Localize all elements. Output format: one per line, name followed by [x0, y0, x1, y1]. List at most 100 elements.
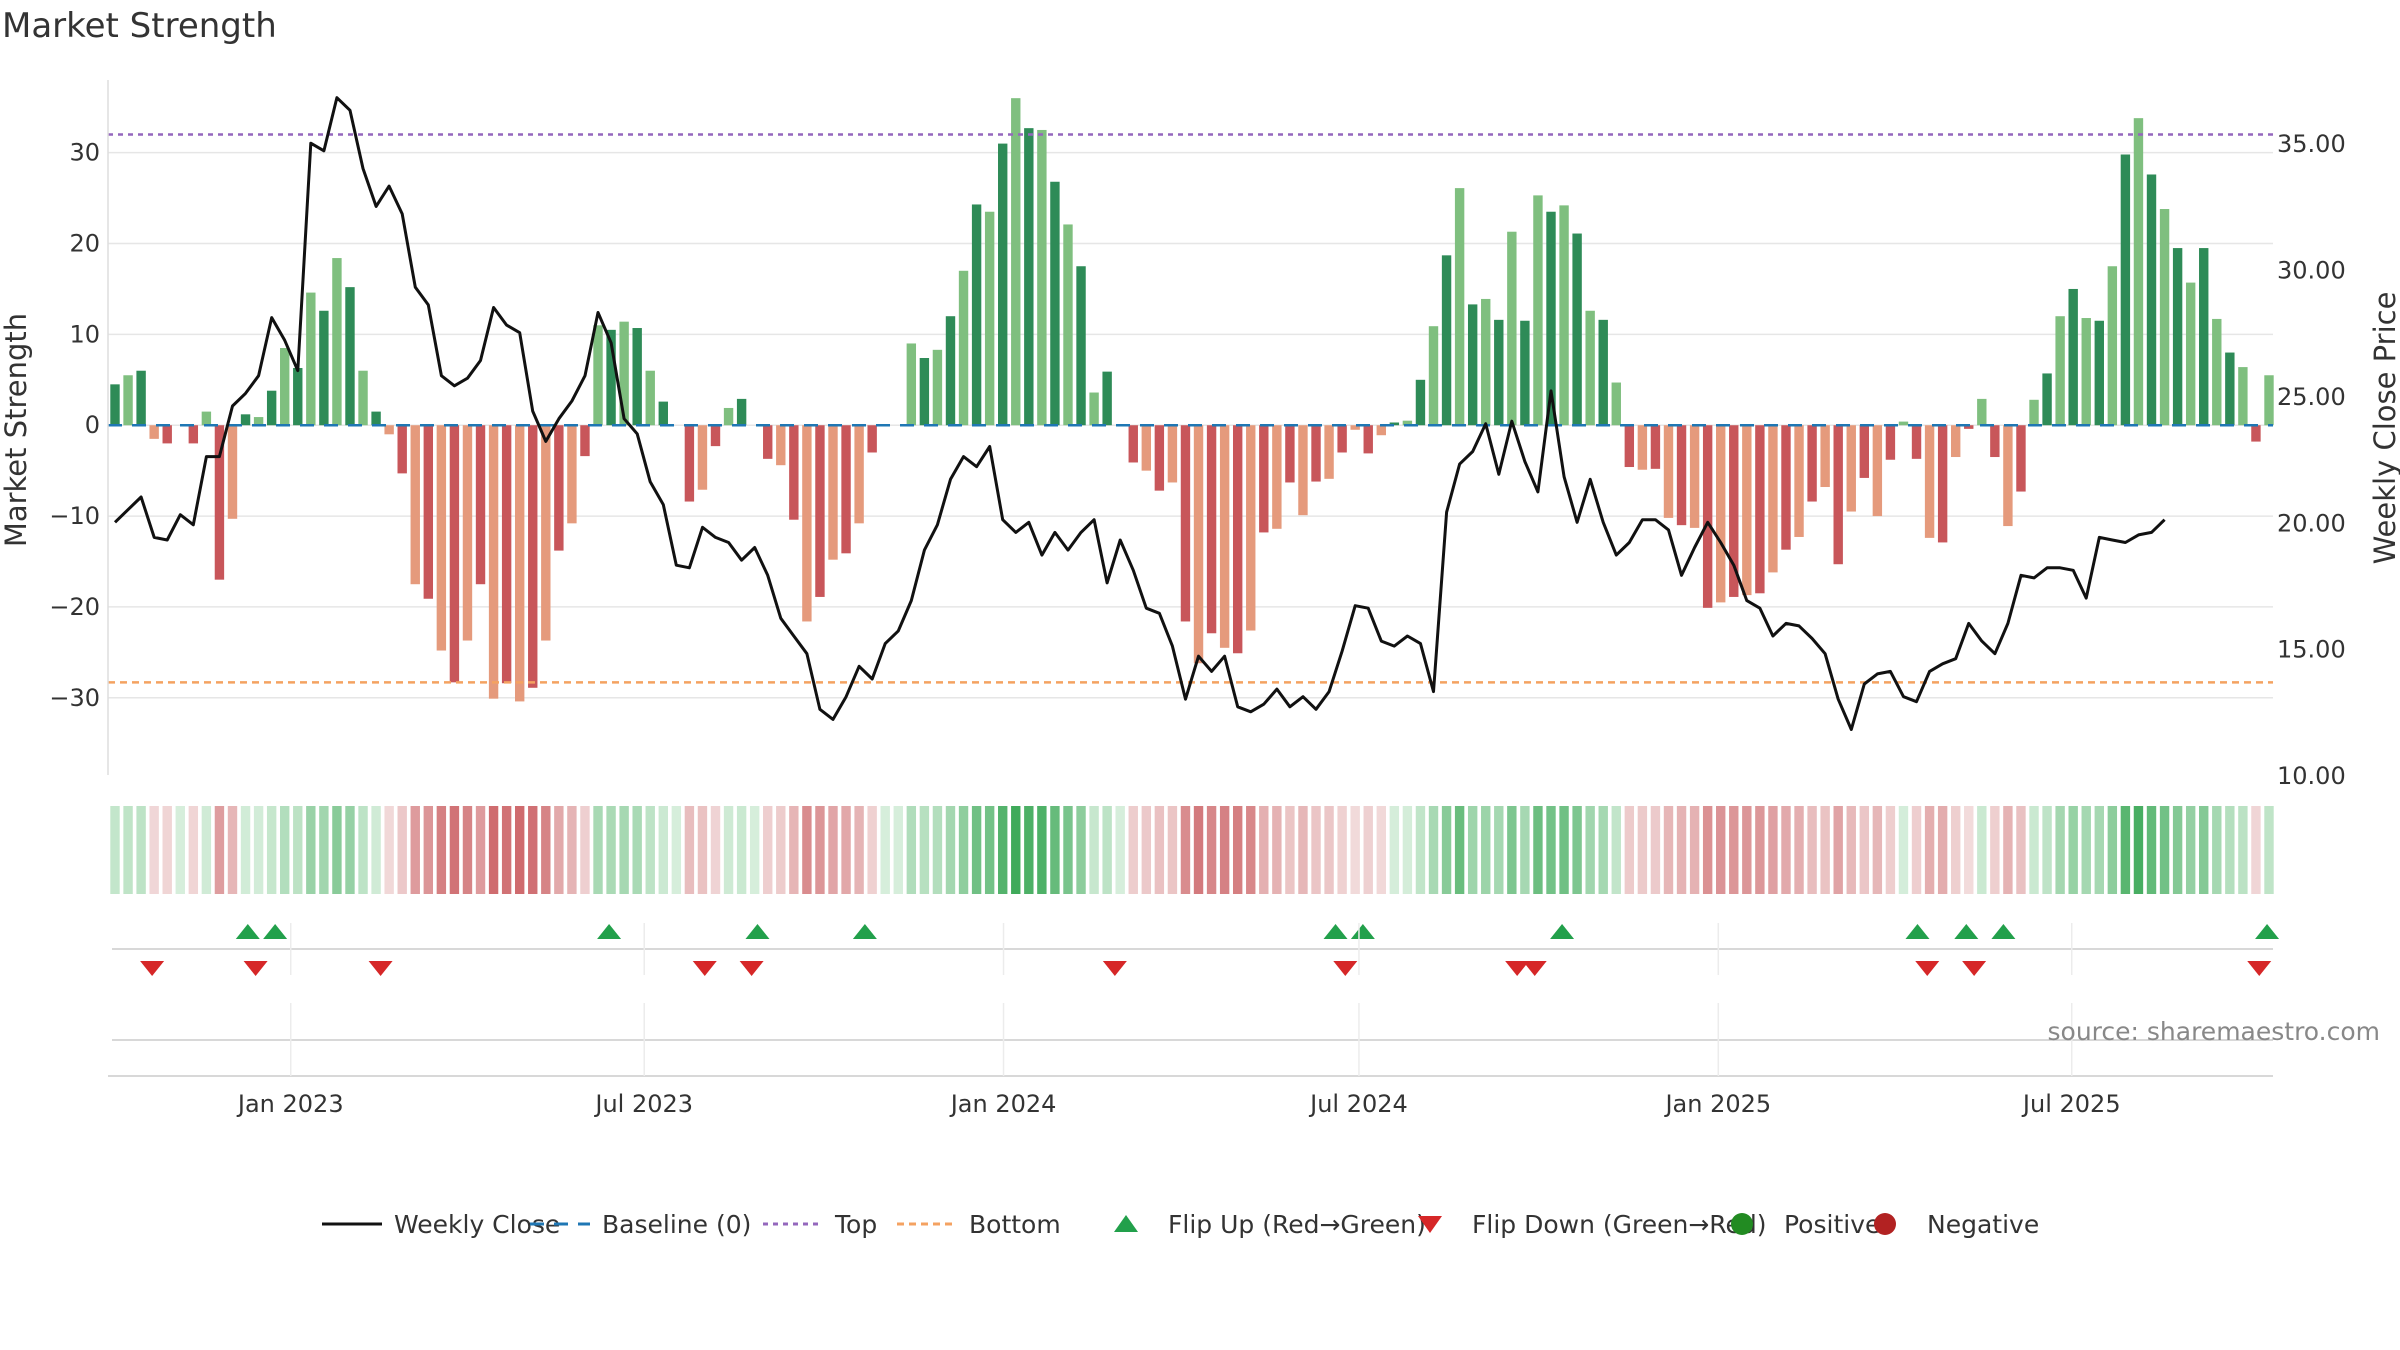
heat-cell: [123, 806, 133, 894]
strength-bar: [1128, 425, 1138, 463]
strength-bar: [123, 375, 133, 426]
heat-cell: [1467, 806, 1478, 894]
strength-bar: [475, 425, 486, 585]
strength-bar: [462, 425, 473, 641]
right-tick-label: 35.00: [2277, 130, 2346, 158]
strength-bar: [1350, 425, 1360, 430]
strength-bar: [1272, 425, 1282, 529]
strength-bar: [998, 143, 1008, 426]
strength-bar: [1285, 425, 1295, 483]
heat-cell: [1311, 806, 1321, 894]
flip-markers: [112, 924, 2280, 1041]
strength-bar: [763, 425, 773, 459]
heat-cell: [971, 806, 982, 894]
strength-bar: [1494, 319, 1504, 426]
strength-bar: [684, 425, 695, 502]
strength-bar: [1624, 425, 1635, 468]
strength-bar: [2042, 373, 2052, 426]
strength-bar: [1024, 128, 1034, 426]
heat-cell: [1024, 806, 1034, 894]
heat-cell: [514, 806, 525, 894]
left-tick-label: −20: [49, 593, 100, 621]
heat-cell: [1885, 806, 1896, 894]
legend-label: Flip Down (Green→Red): [1472, 1210, 1767, 1239]
heat-cell: [2003, 806, 2013, 894]
heat-cell: [266, 806, 277, 894]
heat-cell: [2042, 806, 2052, 894]
strength-bar: [723, 407, 734, 426]
legend-item-positive: Positive: [1731, 1210, 1880, 1239]
heat-cell: [828, 806, 838, 894]
heat-cell: [2185, 806, 2196, 894]
heat-cell: [1911, 806, 1922, 894]
heat-cell: [175, 806, 185, 894]
heat-cell: [149, 806, 159, 894]
legend-label: Baseline (0): [602, 1210, 751, 1239]
strength-bar: [2146, 174, 2157, 426]
strength-bar: [1755, 425, 1765, 594]
strength-bar: [1716, 425, 1726, 603]
strength-bar: [1324, 425, 1334, 479]
left-tick-label: 10: [69, 320, 100, 348]
weekly-close-line: [113, 96, 2166, 731]
heat-cell: [214, 806, 225, 894]
strength-bar: [867, 425, 877, 453]
heat-cell: [1063, 806, 1073, 894]
heat-cell: [475, 806, 486, 894]
heat-cell: [1324, 806, 1334, 894]
strength-bar: [1833, 425, 1843, 565]
heat-cell: [736, 806, 747, 894]
heat-cell: [528, 806, 538, 894]
strength-bar: [945, 316, 956, 426]
right-tick-label: 20.00: [2277, 509, 2346, 537]
heat-cell: [854, 806, 864, 894]
strength-bar: [214, 425, 225, 580]
heat-cell: [1755, 806, 1765, 894]
heat-cell: [1846, 806, 1856, 894]
reference-lines: [108, 133, 2273, 684]
heat-cell: [567, 806, 577, 894]
strength-bar: [1520, 320, 1530, 426]
heat-cell: [1990, 806, 2000, 894]
legend-item-weekly_close: Weekly Close: [322, 1210, 560, 1239]
strength-bar: [110, 384, 120, 426]
heat-cell: [1272, 806, 1282, 894]
strength-bar: [423, 425, 434, 599]
strength-bar: [528, 425, 538, 688]
heat-cell: [1232, 806, 1243, 894]
heat-cell: [1611, 806, 1621, 894]
heat-cell: [1781, 806, 1791, 894]
strength-bar: [2159, 209, 2170, 426]
heat-cell: [293, 806, 303, 894]
heat-cell: [2212, 806, 2222, 894]
strength-bar: [1376, 425, 1386, 436]
heat-cell: [2146, 806, 2157, 894]
flip-up-marker: [263, 924, 288, 939]
strength-bar: [345, 287, 355, 426]
strength-bar: [1481, 298, 1491, 426]
heat-cell: [1102, 806, 1112, 894]
right-axis: 35.00 30.00 25.00 20.00 15.00 10.00: [2277, 130, 2346, 790]
strength-bar: [2081, 318, 2091, 426]
heat-cell: [188, 806, 199, 894]
right-tick-label: 15.00: [2277, 636, 2346, 664]
flip-up-marker: [1350, 924, 1375, 939]
strength-bar: [1990, 425, 2000, 458]
heat-cell: [554, 806, 564, 894]
heat-cell: [1872, 806, 1883, 894]
strength-bar: [2107, 266, 2118, 426]
heat-cell: [1050, 806, 1060, 894]
strength-bar: [971, 204, 982, 426]
heat-cell: [1246, 806, 1256, 894]
strength-bar: [1872, 425, 1883, 517]
flip-up-marker: [852, 924, 877, 939]
strength-bar: [1924, 425, 1935, 538]
flip-down-marker: [140, 961, 165, 976]
heat-cell: [2264, 806, 2274, 894]
strength-bar: [253, 417, 264, 426]
heat-cell: [1285, 806, 1295, 894]
strength-bar: [1441, 255, 1452, 426]
strength-bar: [1637, 425, 1648, 470]
strength-bar: [776, 425, 786, 466]
